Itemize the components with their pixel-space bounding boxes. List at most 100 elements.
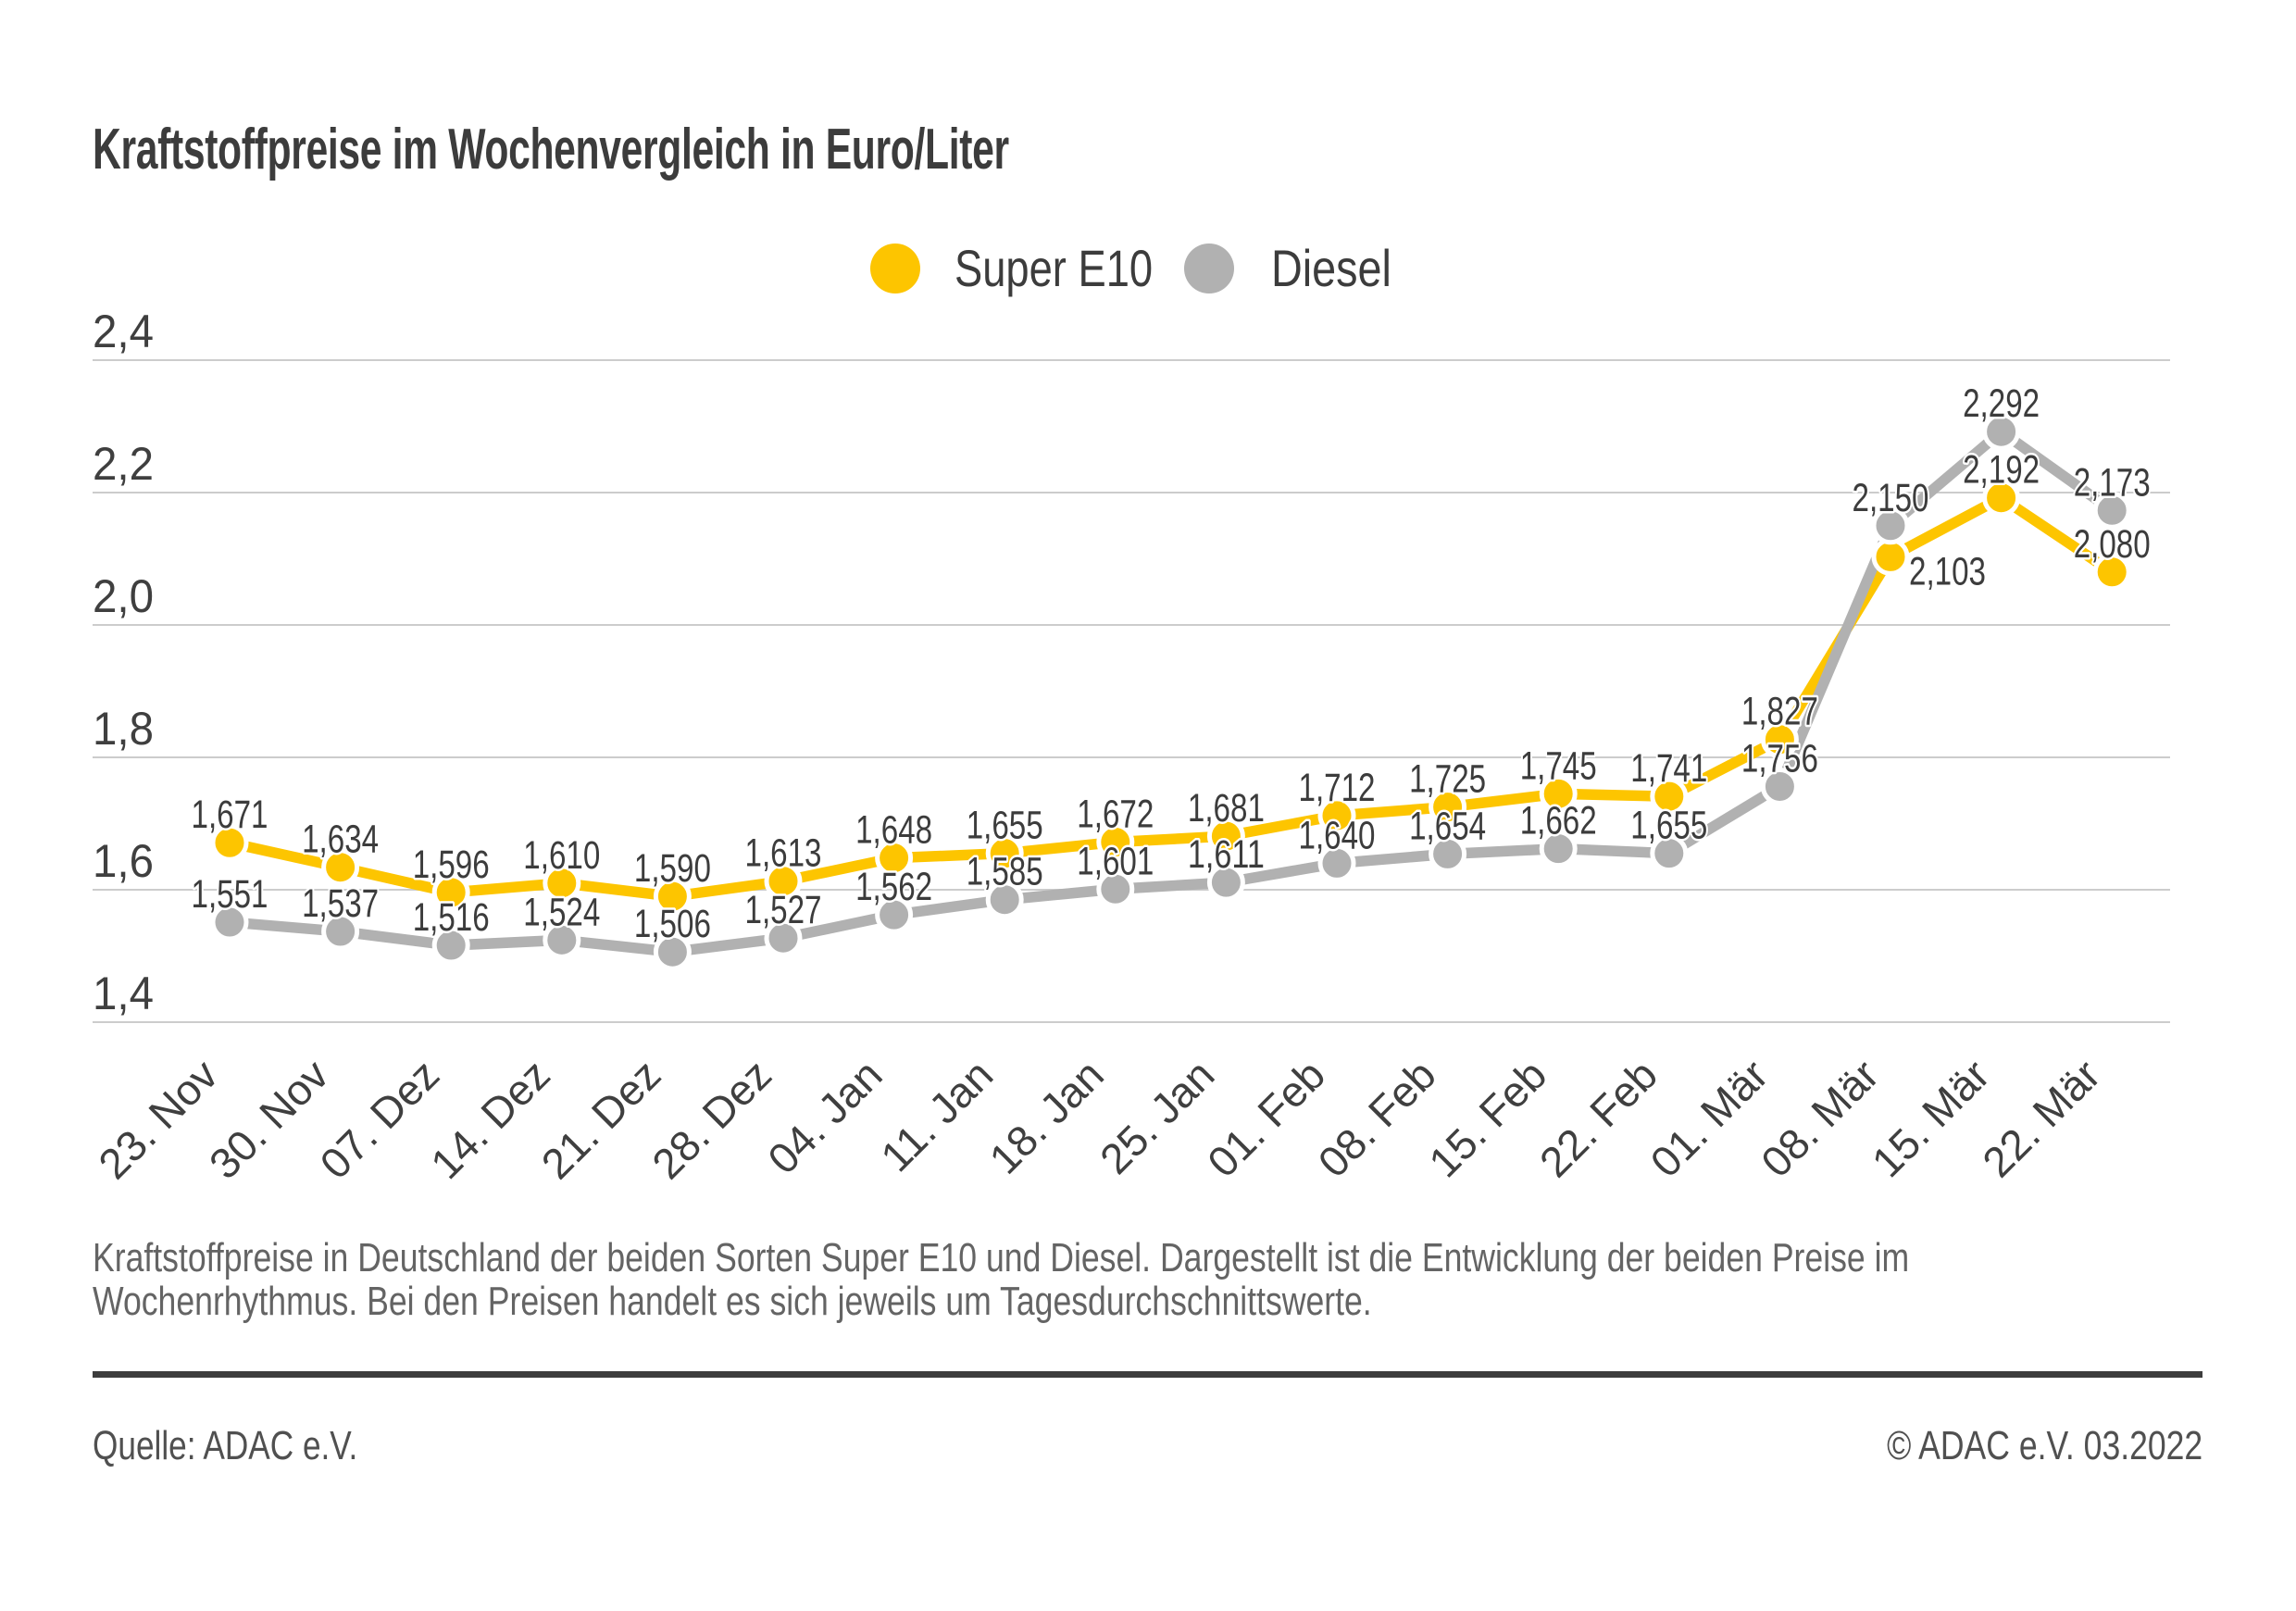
- data-point-diesel: [1317, 843, 1356, 882]
- value-label: 2,173: [2074, 460, 2151, 505]
- value-label: 1,654: [1409, 804, 1486, 848]
- chart-caption: Kraftstoffpreise in Deutschland der beid…: [93, 1235, 1910, 1324]
- x-axis-tick-label: 11. Jan: [871, 1050, 1002, 1180]
- value-label: 1,725: [1409, 757, 1486, 802]
- value-label: 1,756: [1741, 736, 1818, 781]
- data-point-super-e10: [764, 862, 803, 901]
- data-point-diesel: [1982, 412, 2021, 451]
- value-label: 1,601: [1077, 839, 1154, 883]
- value-label: 1,741: [1630, 746, 1707, 791]
- value-label: 2,150: [1853, 476, 1929, 520]
- data-point-diesel: [210, 903, 249, 942]
- data-point-super-e10: [1871, 537, 1910, 576]
- value-label: 1,537: [302, 881, 379, 926]
- value-label: 1,506: [634, 902, 711, 946]
- data-point-super-e10: [985, 834, 1024, 873]
- value-label: 2,292: [1963, 381, 2040, 426]
- x-axis-tick-label: 07. Dez: [310, 1050, 448, 1188]
- y-axis-tick-label: 1,4: [93, 968, 154, 1019]
- x-axis-tick-label: 15. Mär: [1863, 1050, 1999, 1186]
- x-axis-tick-label: 28. Dez: [643, 1050, 780, 1188]
- value-label: 1,610: [523, 833, 600, 878]
- data-point-diesel: [764, 918, 803, 957]
- x-axis-tick-label: 25. Jan: [1091, 1050, 1223, 1182]
- value-label: 1,634: [302, 818, 379, 862]
- data-point-super-e10: [2092, 553, 2131, 592]
- data-point-super-e10: [1096, 823, 1135, 862]
- x-axis-tick-label: 08. Mär: [1752, 1050, 1888, 1186]
- data-point-super-e10: [1317, 796, 1356, 835]
- data-point-diesel: [2092, 491, 2131, 530]
- data-point-super-e10: [1760, 720, 1799, 759]
- value-label: 1,745: [1520, 743, 1597, 788]
- series-line-diesel: [229, 426, 2115, 957]
- value-label: 1,596: [413, 843, 490, 887]
- legend-dot-super-e10-icon: [870, 244, 920, 293]
- chart-title: Kraftstoffpreise im Wochenvergleich in E…: [93, 118, 1009, 181]
- value-label: 1,662: [1520, 799, 1597, 843]
- value-label: 1,524: [523, 890, 600, 934]
- y-axis-tick-label: 1,6: [93, 835, 154, 887]
- data-point-super-e10: [1429, 788, 1467, 827]
- value-label: 2,080: [2074, 522, 2151, 567]
- data-point-diesel: [321, 912, 360, 951]
- legend-dot-diesel-icon: [1184, 244, 1234, 293]
- value-label: 1,655: [1630, 804, 1707, 848]
- value-label: 1,527: [745, 888, 822, 932]
- value-label: 1,712: [1299, 766, 1376, 810]
- value-label: 1,671: [192, 793, 268, 837]
- x-axis-tick-label: 01. Feb: [1198, 1050, 1334, 1186]
- copyright-note: © ADAC e.V. 03.2022: [1886, 1423, 2202, 1468]
- legend-label-super-e10: Super E10: [955, 239, 1154, 297]
- value-label: 1,613: [745, 831, 822, 876]
- value-label: 1,516: [413, 895, 490, 940]
- y-axis-tick-label: 2,4: [93, 306, 154, 357]
- x-axis-tick-label: 23. Nov: [89, 1050, 227, 1188]
- value-label: 1,672: [1077, 793, 1154, 837]
- x-axis-tick-label: 30. Nov: [200, 1050, 338, 1188]
- data-point-super-e10: [875, 839, 914, 878]
- data-point-super-e10: [431, 873, 470, 912]
- value-label: 1,562: [855, 865, 932, 909]
- x-axis-tick-label: 08. Feb: [1309, 1050, 1445, 1186]
- data-point-diesel: [985, 880, 1024, 919]
- value-label: 1,611: [1188, 832, 1265, 877]
- divider: [93, 1371, 2202, 1378]
- data-point-super-e10: [1539, 774, 1578, 813]
- data-point-diesel: [653, 932, 692, 971]
- x-axis-tick-label: 22. Mär: [1973, 1050, 2109, 1186]
- data-point-diesel: [1650, 834, 1689, 873]
- data-point-diesel: [1539, 830, 1578, 868]
- x-axis-tick-label: 15. Feb: [1419, 1050, 1555, 1186]
- series-line-super-e10: [228, 492, 2115, 902]
- data-point-diesel: [1871, 506, 1910, 545]
- data-point-diesel: [1760, 767, 1799, 806]
- x-axis-tick-label: 21. Dez: [532, 1050, 670, 1188]
- y-axis-tick-label: 2,0: [93, 570, 154, 622]
- data-point-super-e10: [1650, 777, 1689, 816]
- data-point-diesel: [875, 895, 914, 934]
- data-point-super-e10: [210, 823, 249, 862]
- value-label: 1,551: [192, 872, 268, 917]
- value-label: 1,590: [634, 846, 711, 891]
- value-label: 2,103: [1909, 549, 1986, 593]
- legend: Super E10 Diesel: [0, 0, 2296, 315]
- value-label: 2,192: [1963, 448, 2040, 493]
- x-axis-tick-label: 14. Dez: [421, 1050, 559, 1188]
- x-axis-tick-label: 01. Mär: [1641, 1050, 1777, 1186]
- value-label: 1,640: [1299, 813, 1376, 857]
- data-point-diesel: [1096, 869, 1135, 908]
- data-point-super-e10: [321, 848, 360, 887]
- data-point-diesel: [1206, 863, 1245, 902]
- value-label: 1,655: [967, 804, 1043, 848]
- x-axis-tick-label: 22. Feb: [1530, 1050, 1666, 1186]
- data-point-diesel: [543, 920, 581, 959]
- value-label: 1,827: [1741, 690, 1818, 734]
- data-point-diesel: [1429, 834, 1467, 873]
- legend-label-diesel: Diesel: [1271, 239, 1391, 297]
- data-point-super-e10: [653, 877, 692, 916]
- value-label: 1,681: [1188, 786, 1265, 830]
- value-label: 1,585: [967, 850, 1043, 894]
